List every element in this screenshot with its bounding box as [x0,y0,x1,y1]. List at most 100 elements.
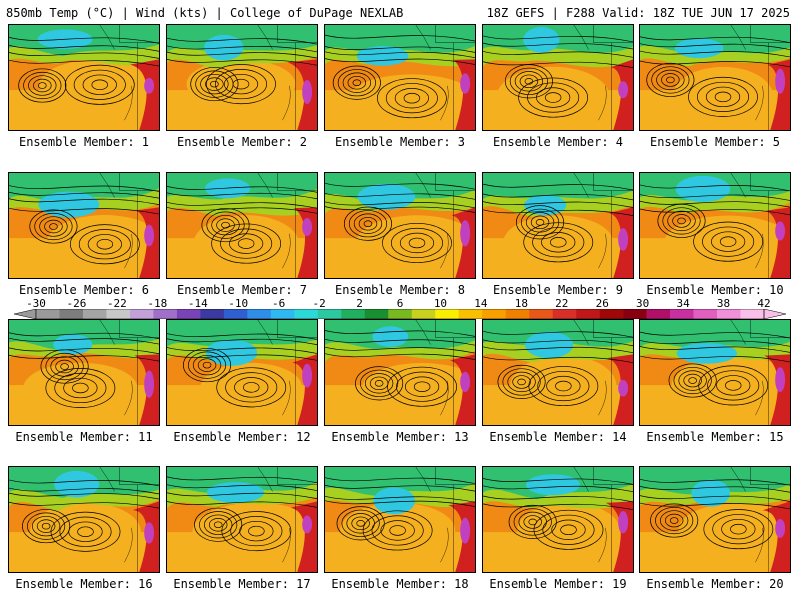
colorbar-tick-label: 38 [716,297,731,310]
colorbar-swatch [458,309,483,319]
ensemble-member-label: Ensemble Member: 17 [173,577,311,591]
ensemble-member-label: Ensemble Member: 11 [15,430,153,444]
colorbar-tick-label: -22 [106,297,127,310]
temperature-wind-map [167,25,317,130]
temperature-wind-map [167,320,317,425]
colorbar-swatch [482,309,506,319]
ensemble-member-label: Ensemble Member: 13 [331,430,469,444]
ensemble-member-map [8,172,160,279]
ensemble-member-map [166,172,318,279]
ensemble-member-map [639,466,791,573]
ensemble-member-map [324,319,476,426]
run-valid-time: 18Z GEFS | F288 Valid: 18Z TUE JUN 17 20… [486,6,790,20]
colorbar-swatch [505,309,530,319]
ensemble-member-map [166,466,318,573]
colorbar-swatch [552,309,577,319]
colorbar-low-arrow [14,309,37,319]
ensemble-member-label: Ensemble Member: 12 [173,430,311,444]
ensemble-member-map [482,466,634,573]
colorbar-tick-label: 26 [595,297,609,310]
temperature-wind-map [167,173,317,278]
colorbar-swatch [341,309,366,319]
temperature-wind-map [9,320,159,425]
temperature-wind-map [640,320,790,425]
ensemble-member-label: Ensemble Member: 19 [489,577,627,591]
temperature-wind-map [325,467,475,572]
ensemble-member-label: Ensemble Member: 5 [649,135,781,149]
temperature-wind-map [325,173,475,278]
colorbar-swatch [153,309,178,319]
temperature-wind-map [483,173,633,278]
temperature-wind-map [483,320,633,425]
ensemble-member-map [324,172,476,279]
colorbar-tick-label: -14 [187,297,208,310]
ensemble-member-label: Ensemble Member: 20 [646,577,784,591]
ensemble-member-map [8,24,160,131]
ensemble-member-label: Ensemble Member: 10 [646,283,784,297]
temperature-wind-map [325,25,475,130]
ensemble-member-map [639,319,791,426]
ensemble-member-label: Ensemble Member: 18 [331,577,469,591]
colorbar-tick-label: 6 [396,297,404,310]
temperature-wind-map [483,25,633,130]
ensemble-member-label: Ensemble Member: 14 [489,430,627,444]
colorbar-tick-label: 42 [757,297,771,310]
ensemble-member-label: Ensemble Member: 1 [18,135,150,149]
colorbar-swatch [270,309,295,319]
ensemble-member-label: Ensemble Member: 7 [176,283,308,297]
colorbar-tick-label: -18 [147,297,168,310]
colorbar-swatch [317,309,342,319]
colorbar-high-arrow [763,309,786,319]
colorbar-swatch [646,309,671,319]
colorbar-swatch [411,309,436,319]
colorbar-tick-label: 18 [514,297,528,310]
ensemble-member-label: Ensemble Member: 16 [15,577,153,591]
colorbar-swatch [223,309,248,319]
colorbar-tick-label: 34 [676,297,690,310]
colorbar-swatch [693,309,718,319]
temperature-wind-map [640,467,790,572]
colorbar-swatch [247,309,272,319]
colorbar-swatch [129,309,154,319]
colorbar-swatch [740,309,765,319]
colorbar-swatch [576,309,600,319]
colorbar-swatch [599,309,624,319]
ensemble-member-map [482,24,634,131]
colorbar-swatch [717,309,741,319]
colorbar-swatch [435,309,460,319]
product-title: 850mb Temp (°C) | Wind (kts) | College o… [6,6,404,20]
ensemble-member-label: Ensemble Member: 3 [334,135,466,149]
temperature-wind-map [640,25,790,130]
ensemble-member-label: Ensemble Member: 2 [176,135,308,149]
colorbar-swatch [670,309,694,319]
colorbar-swatch [82,309,107,319]
ensemble-member-map [482,172,634,279]
colorbar-swatch [529,309,553,319]
temperature-wind-map [9,467,159,572]
header: 850mb Temp (°C) | Wind (kts) | College o… [0,0,800,22]
colorbar-swatch [106,309,131,319]
colorbar-tick-label: 14 [474,297,488,310]
colorbar-tick-label: -26 [66,297,87,310]
ensemble-member-label: Ensemble Member: 8 [334,283,466,297]
colorbar-swatch [59,309,84,319]
colorbar-swatch [200,309,225,319]
temperature-wind-map [325,320,475,425]
temperature-wind-map [483,467,633,572]
colorbar-tick-label: 22 [555,297,569,310]
colorbar-swatch [623,309,647,319]
colorbar-tick-label: 10 [433,297,448,310]
colorbar-tick-label: -10 [228,297,249,310]
temperature-wind-map [640,173,790,278]
ensemble-member-map [166,24,318,131]
ensemble-member-label: Ensemble Member: 9 [492,283,624,297]
ensemble-member-label: Ensemble Member: 15 [646,430,784,444]
colorbar-swatch [294,309,319,319]
colorbar-tick-label: -2 [312,297,326,310]
temperature-colorbar [14,309,786,319]
ensemble-member-label: Ensemble Member: 4 [492,135,624,149]
ensemble-member-map [482,319,634,426]
ensemble-member-map [8,466,160,573]
ensemble-member-map [639,24,791,131]
ensemble-member-map [8,319,160,426]
